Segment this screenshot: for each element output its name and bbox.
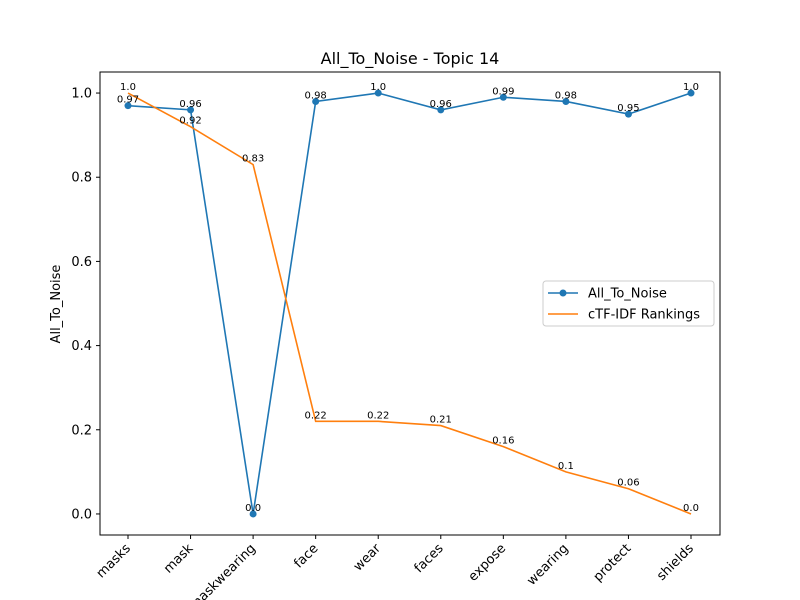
data-label: 1.0 (683, 82, 699, 93)
chart-title: All_To_Noise - Topic 14 (321, 49, 500, 69)
x-tick-label: protect (591, 541, 635, 585)
y-tick-label: 1.0 (71, 87, 92, 102)
data-label: 0.21 (430, 415, 452, 426)
data-label: 0.98 (555, 90, 577, 101)
data-point (499, 93, 507, 101)
y-tick-label: 0.2 (71, 423, 92, 438)
x-tick-label: shields (654, 541, 697, 584)
data-label: 0.0 (245, 503, 261, 514)
x-tick-label: wear (351, 541, 385, 575)
data-point (562, 97, 570, 105)
data-label: 0.95 (617, 103, 639, 114)
data-label: 0.98 (305, 90, 327, 101)
legend: All_To_Noise cTF-IDF Rankings (542, 280, 715, 327)
data-label: 0.06 (617, 478, 639, 489)
data-label: 0.83 (242, 154, 264, 165)
x-tick-label: face (291, 541, 321, 571)
data-label: 0.16 (492, 436, 514, 447)
data-label: 1.0 (120, 82, 136, 93)
data-point (124, 102, 132, 110)
x-tick-label: masks (94, 541, 134, 581)
data-label: 0.92 (179, 116, 201, 127)
x-tick-label: faces (412, 541, 447, 576)
x-tick-label: maskwearing (187, 541, 259, 600)
data-label: 0.99 (492, 86, 514, 97)
data-label: 0.22 (367, 410, 389, 421)
data-label: 0.97 (117, 95, 139, 106)
legend-entry: cTF-IDF Rankings (588, 308, 700, 323)
series-line (127, 92, 692, 515)
data-label: 1.0 (370, 82, 386, 93)
data-point (624, 110, 632, 118)
data-label: 0.0 (683, 503, 699, 514)
data-label: 0.96 (430, 99, 452, 110)
y-tick-label: 0.6 (71, 255, 92, 270)
data-point (437, 106, 445, 114)
series-line (127, 92, 692, 515)
data-point (187, 106, 195, 114)
y-tick-label: 0.8 (71, 171, 92, 186)
data-label: 0.96 (179, 99, 201, 110)
legend-marker (559, 289, 567, 297)
data-label: 0.1 (558, 461, 574, 472)
legend-box (542, 280, 715, 327)
y-tick-label: 0.0 (71, 507, 92, 522)
data-label: 0.22 (305, 410, 327, 421)
data-point (374, 89, 382, 97)
data-point (687, 89, 695, 97)
plot-area: 0.97 0.96 0.0 0.98 1.0 0.96 0.99 0.98 0.95 1.0 1.0… (117, 82, 699, 518)
plot-frame (99, 71, 721, 536)
x-tick-label: mask (161, 541, 197, 577)
data-point (312, 97, 320, 105)
legend-entry: All_To_Noise (588, 287, 667, 302)
data-point (249, 510, 257, 518)
y-tick-label: 0.4 (71, 339, 92, 354)
y-axis-label: All_To_Noise (49, 265, 64, 344)
x-tick-label: expose (466, 541, 509, 584)
x-tick-label: wearing (524, 541, 571, 588)
